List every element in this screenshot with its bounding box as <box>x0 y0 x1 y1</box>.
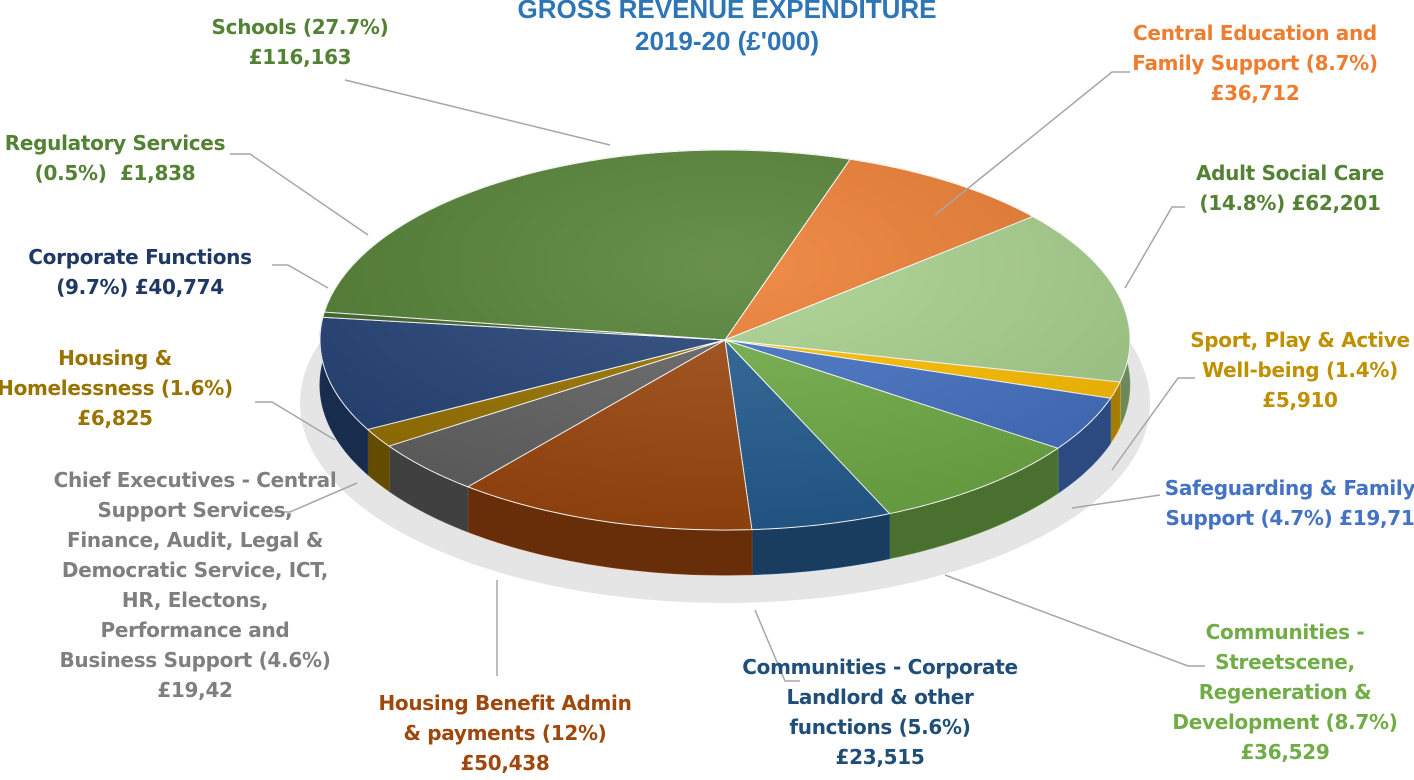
slice-side-shade <box>1057 398 1111 494</box>
data-label: Housing & Homelessness (1.6%) £6,825 <box>0 343 235 433</box>
leader-line <box>230 153 369 236</box>
label-percent: (4.6%) <box>258 648 331 672</box>
label-name: Central Education and Family Support <box>1132 21 1377 75</box>
label-name: Adult Social Care <box>1195 161 1385 185</box>
data-label: Adult Social Care (14.8%) £62,201 <box>1175 158 1405 218</box>
label-percent: (1.4%) <box>1325 358 1398 382</box>
label-percent: (1.6%) <box>160 376 233 400</box>
label-name: Chief Executives - Central Support Servi… <box>53 468 337 672</box>
data-label: Communities - Corporate Landlord & other… <box>735 652 1025 772</box>
leader-line <box>1124 206 1185 289</box>
leader-line <box>944 574 1205 667</box>
data-label: Central Education and Family Support (8.… <box>1120 18 1390 108</box>
chart-title: GROSS REVENUE EXPENDITURE <box>517 0 937 24</box>
label-name: Housing & Homelessness <box>0 346 172 400</box>
label-percent: (9.7%) <box>56 275 129 299</box>
label-value: £50,438 <box>460 751 550 775</box>
label-value: £1,838 <box>119 161 196 185</box>
leader-line <box>272 482 358 513</box>
leader-line <box>272 264 329 289</box>
label-value: £116,163 <box>248 45 352 69</box>
data-label: Regulatory Services (0.5%) £1,838 <box>0 128 235 188</box>
leader-line <box>934 71 1130 216</box>
slice-side-shade <box>367 429 389 492</box>
label-value: £23,515 <box>835 745 925 769</box>
label-percent: (12%) <box>541 721 607 745</box>
data-label: Housing Benefit Admin & payments (12%) £… <box>375 688 635 778</box>
slice-side-shade <box>751 513 890 575</box>
label-percent: (0.5%) <box>34 161 107 185</box>
label-name: Safeguarding & Family Support <box>1164 476 1414 530</box>
chart-subtitle: 2019-20 (£'000) <box>635 26 819 56</box>
leader-line <box>1071 494 1161 509</box>
leader-line <box>344 79 611 146</box>
label-value: £40,774 <box>134 275 224 299</box>
leader-line <box>255 401 336 441</box>
label-name: Regulatory Services <box>4 131 226 155</box>
label-value: £62,201 <box>1291 191 1381 215</box>
label-value: £36,712 <box>1210 81 1300 105</box>
slice-side-shade <box>320 317 368 475</box>
slice-gloss <box>320 150 1130 530</box>
data-label: Communities - Streetscene, Regeneration … <box>1170 617 1400 767</box>
label-name: Corporate Functions <box>28 245 252 269</box>
label-percent: (5.6%) <box>898 715 971 739</box>
data-label: Corporate Functions (9.7%) £40,774 <box>0 242 280 302</box>
label-name: Housing Benefit Admin & payments <box>378 691 632 745</box>
leader-line <box>754 609 800 682</box>
slice-side-shade <box>1110 382 1120 444</box>
slice-side-shade <box>889 448 1058 559</box>
slice-side-shade <box>388 446 468 532</box>
label-name: Communities - Streetscene, Regeneration … <box>1172 620 1372 734</box>
label-value: £5,910 <box>1262 388 1338 412</box>
label-percent: (4.7%) <box>1260 506 1333 530</box>
data-label: Schools (27.7%) £116,163 <box>180 12 420 72</box>
label-value: £19,42 <box>157 678 233 702</box>
label-value: £19,71 <box>1339 506 1414 530</box>
data-label: Chief Executives - Central Support Servi… <box>50 465 340 705</box>
label-value: £36,529 <box>1240 740 1330 764</box>
label-name: Communities - Corporate Landlord & other… <box>742 655 1018 739</box>
label-name: Schools <box>211 15 297 39</box>
data-label: Sport, Play & Active Well-being (1.4%) £… <box>1180 325 1414 415</box>
label-percent: (8.7%) <box>1305 51 1378 75</box>
label-value: £6,825 <box>77 406 153 430</box>
label-percent: (14.8%) <box>1199 191 1285 215</box>
label-percent: (8.7%) <box>1325 710 1398 734</box>
data-label: Safeguarding & Family Support (4.7%) £19… <box>1155 473 1414 533</box>
label-percent: (27.7%) <box>302 15 389 39</box>
label-name: Sport, Play & Active Well-being <box>1190 328 1410 382</box>
leader-line <box>1111 377 1195 471</box>
